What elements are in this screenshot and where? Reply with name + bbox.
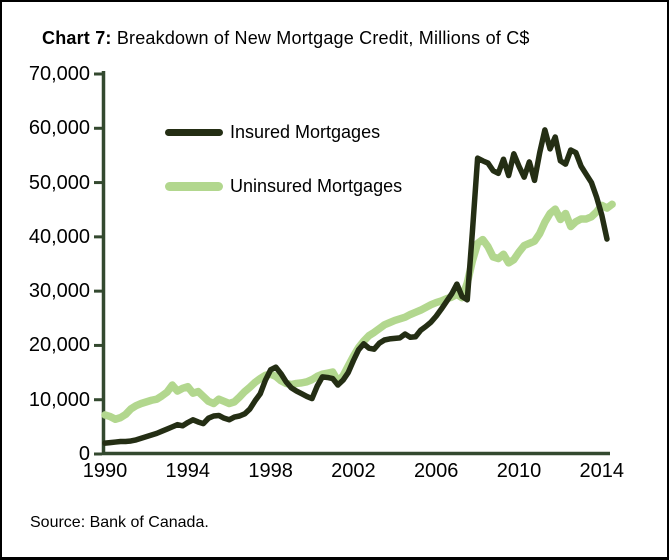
source-note: Source: Bank of Canada.	[30, 514, 209, 531]
x-tick-label: 1998	[248, 460, 293, 482]
uninsured-mortgages-line	[101, 200, 616, 424]
insured-mortgages-line	[102, 127, 610, 446]
x-tick-label: 1990	[82, 460, 128, 482]
y-tick-label: 0	[78, 443, 90, 465]
y-tick-label: 50,000	[28, 171, 90, 194]
legend-item-uninsured: Uninsured Mortgages	[165, 174, 402, 198]
y-tick-label: 40,000	[28, 225, 90, 248]
y-tick-label: 10,000	[28, 388, 90, 411]
legend-label-insured: Insured Mortgages	[230, 121, 381, 142]
uninsured-line-swatch-icon	[165, 181, 223, 191]
axes	[94, 71, 610, 456]
x-tick-label: 2006	[413, 460, 459, 482]
y-tick-label: 30,000	[28, 280, 90, 303]
y-tick-label: 60,000	[28, 117, 90, 140]
x-tick-label: 1994	[165, 460, 211, 482]
legend-item-insured: Insured Mortgages	[165, 120, 402, 144]
x-tick-label: 2014	[579, 460, 625, 482]
y-tick-label: 20,000	[28, 334, 90, 357]
legend: Insured Mortgages Uninsured Mortgages	[165, 120, 402, 198]
x-tick-label: 2010	[496, 460, 542, 482]
chart-number: Chart 7:	[42, 28, 112, 48]
legend-label-uninsured: Uninsured Mortgages	[230, 175, 403, 196]
insured-line-swatch-icon	[165, 128, 223, 136]
chart-title-text: Breakdown of New Mortgage Credit, Millio…	[111, 28, 530, 48]
y-tick-label: 70,000	[28, 63, 90, 85]
series-lines	[101, 127, 616, 446]
x-tick-label: 2002	[331, 460, 376, 482]
chart-title: Chart 7: Breakdown of New Mortgage Credi…	[42, 28, 530, 49]
